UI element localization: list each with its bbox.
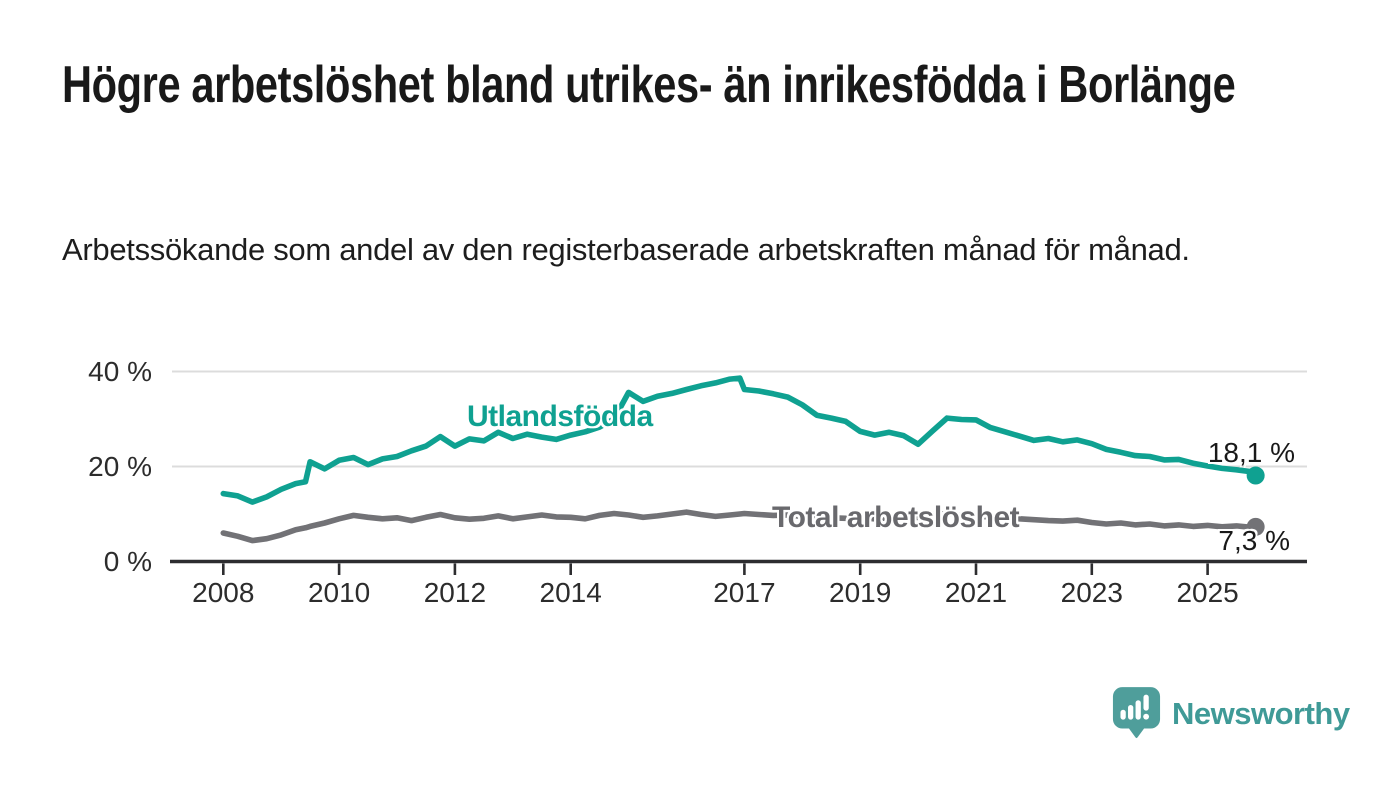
end-value-label-total: 7,3 % <box>1218 525 1290 556</box>
x-tick-label: 2021 <box>944 577 1008 608</box>
x-tick-label: 2023 <box>1060 577 1123 608</box>
x-tick-label: 2014 <box>539 577 602 608</box>
y-tick-label: 20 % <box>88 450 152 482</box>
series-line-1 <box>220 509 1259 544</box>
end-dot-0 <box>1246 466 1265 485</box>
series-label-utlandsfodda: Utlandsfödda <box>467 400 653 433</box>
y-tick-label: 40 % <box>88 355 152 387</box>
y-tick-label: 0 % <box>103 545 152 577</box>
newsworthy-brand-name: Newsworthy <box>1172 695 1350 731</box>
x-tick-label: 2017 <box>713 577 776 608</box>
newsworthy-brand[interactable]: Newsworthy <box>1112 686 1350 740</box>
end-value-label-utlandsfodda: 18,1 % <box>1207 437 1295 468</box>
page-subtitle: Arbetssökande som andel av den registerb… <box>62 232 1190 267</box>
x-tick-label: 2010 <box>307 577 371 608</box>
end-dot-1 <box>1246 517 1265 536</box>
x-tick-label: 2012 <box>423 577 487 608</box>
x-tick-label: 2019 <box>829 577 892 608</box>
series-label-total-arbetsloshet: Total arbetslöshet <box>772 501 1020 534</box>
x-tick-label: 2008 <box>192 577 255 608</box>
page-title: Högre arbetslöshet bland utrikes- än inr… <box>62 56 1236 114</box>
x-tick-label: 2025 <box>1176 577 1239 608</box>
series-line-0 <box>220 375 1259 505</box>
newsworthy-logo-icon <box>1112 687 1161 738</box>
